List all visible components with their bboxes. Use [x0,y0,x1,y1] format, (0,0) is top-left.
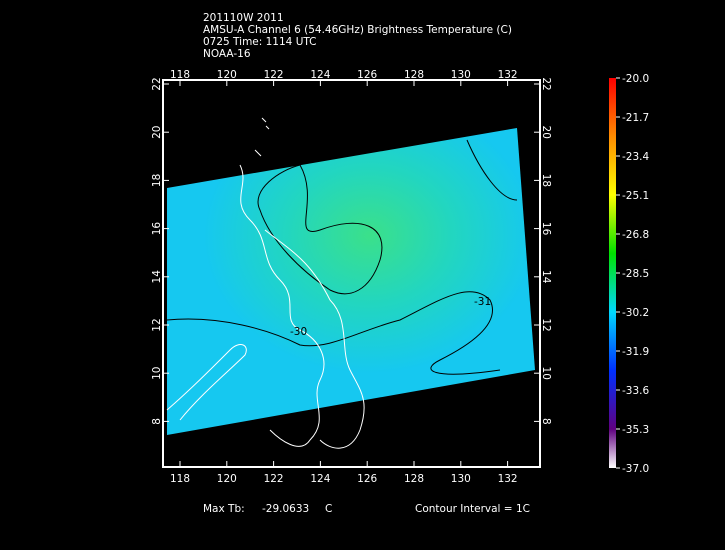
lon-label-bottom: 130 [451,473,471,485]
lon-label-top: 132 [498,69,518,81]
lon-label-top: 128 [404,69,424,81]
header-line: 0725 Time: 1114 UTC [203,36,317,48]
colorbar-label: -21.7 [622,112,649,124]
colorbar-label: -26.8 [622,229,649,241]
lat-label-left: 18 [151,174,163,187]
max-label: Max Tb: [203,503,245,515]
colorbar-label: -30.2 [622,307,649,319]
contours [166,139,518,375]
lat-label-right: 10 [540,367,552,380]
lon-label-bottom: 118 [170,473,190,485]
lat-label-left: 12 [151,318,163,331]
contour-label: -30 [290,326,307,338]
colorbar-label: -33.6 [622,385,649,397]
lon-label-top: 122 [264,69,284,81]
colorbar-label: -20.0 [622,73,649,85]
lat-label-right: 18 [540,174,552,187]
header-line: NOAA-16 [203,48,251,60]
header-line: 201110W 2011 [203,12,284,24]
lon-label-top: 120 [217,69,237,81]
lon-label-bottom: 124 [310,473,330,485]
lon-label-bottom: 128 [404,473,424,485]
lat-label-left: 14 [151,270,163,284]
lat-label-right: 8 [540,418,552,425]
colorbar-label: -28.5 [622,268,649,280]
lat-label-left: 16 [151,222,163,236]
footer: Max Tb: -29.0633 C Contour Interval = 1C [203,503,530,515]
max-unit: C [325,503,332,515]
colorbar-label: -23.4 [622,151,649,163]
lat-label-right: 22 [540,77,552,90]
lat-label-left: 8 [151,418,163,425]
lat-label-left: 10 [151,367,163,380]
max-value: -29.0633 [262,503,309,515]
lon-label-top: 124 [310,69,330,81]
lon-label-top: 118 [170,69,190,81]
colorbar [609,78,616,468]
lon-label-bottom: 132 [498,473,518,485]
contour-interval: Contour Interval = 1C [415,503,530,515]
colorbar-labels: -20.0 -21.7 -23.4 -25.1 -26.8 -28.5 -30.2 -31.9… [616,73,649,475]
lon-label-top: 130 [451,69,471,81]
contour-label: -31 [474,296,491,308]
colorbar-label: -31.9 [622,346,649,358]
lat-label-left: 20 [151,126,163,139]
lat-label-right: 20 [540,126,552,139]
coastline [166,117,365,449]
lat-label-right: 14 [540,270,552,284]
lat-label-left: 22 [151,77,163,90]
lon-label-top: 126 [357,69,377,81]
lon-label-bottom: 120 [217,473,237,485]
lat-label-right: 16 [540,222,552,236]
colorbar-label: -35.3 [622,424,649,436]
map-ticks: 1181181201201221221241241261261281281301… [151,69,552,485]
header-line: AMSU-A Channel 6 (54.46GHz) Brightness T… [203,24,512,36]
lon-label-bottom: 126 [357,473,377,485]
colorbar-label: -25.1 [622,190,649,202]
contour-labels: -30 -31 [290,296,491,338]
lon-label-bottom: 122 [264,473,284,485]
lat-label-right: 12 [540,318,552,331]
colorbar-label: -37.0 [622,463,649,475]
